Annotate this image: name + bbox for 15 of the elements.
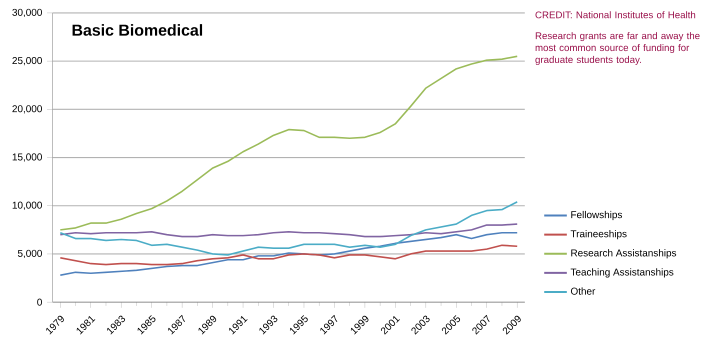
text: CREDIT: National Institutes of Health <box>536 11 696 18</box>
y-tick-label: 25,000 <box>12 56 42 66</box>
legend-label: Other <box>570 287 596 295</box>
y-tick-label: 5,000 <box>18 250 42 258</box>
legend-label: Research Assistanships <box>571 249 676 258</box>
legend-label: Fellowships <box>571 210 622 220</box>
y-tick-label: 10,000 <box>12 202 42 210</box>
y-tick-label: 0 <box>37 298 42 306</box>
legend-label: Teaching Assistanships <box>570 268 674 278</box>
y-tick-label: 30,000 <box>12 8 42 17</box>
y-tick-label: 15,000 <box>12 153 42 162</box>
text: Basic Biomedical <box>72 24 202 36</box>
legend-label: Traineeships <box>570 230 627 240</box>
text: Research grants are far and away the most common source of funding for graduate students today. <box>535 32 700 65</box>
y-tick-label: 20,000 <box>12 105 42 114</box>
